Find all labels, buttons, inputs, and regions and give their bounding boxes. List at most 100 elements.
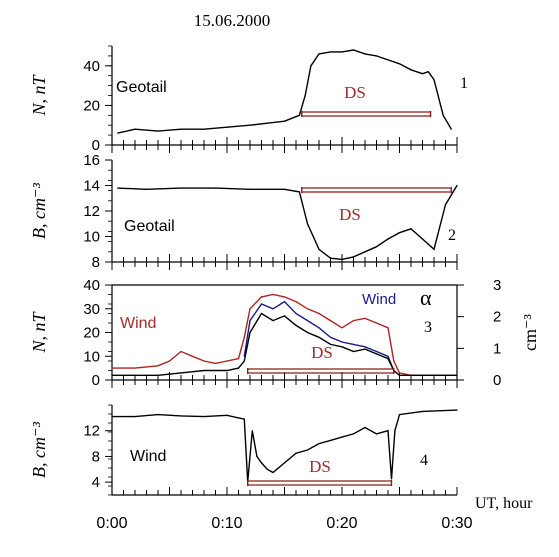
- data-point: [180, 187, 182, 189]
- data-point: [145, 188, 148, 190]
- data-point: [157, 414, 159, 416]
- data-point: [191, 355, 194, 357]
- data-point: [410, 69, 412, 71]
- data-point: [214, 362, 217, 364]
- source-label: Geotail: [124, 218, 175, 235]
- data-point: [352, 433, 355, 435]
- y-right-tick-label: 2: [493, 309, 501, 326]
- y-tick-label: 8: [92, 254, 100, 271]
- panel-4: 4 8 12 B, cm⁻³ DS Wind 4: [29, 404, 458, 496]
- panel-3: 0 10 20 30 40 N, nT 0 1 2 3 cm⁻³ α Wind DS Wind 3: [29, 277, 540, 389]
- panel-1: 0 20 40 N, nT DS Geotail 1: [29, 45, 468, 154]
- data-point: [306, 320, 309, 322]
- data-point: [390, 478, 393, 480]
- data-point: [295, 452, 297, 454]
- data-point: [410, 228, 412, 230]
- data-point: [283, 301, 286, 303]
- data-point: [456, 409, 458, 411]
- data-point: [272, 308, 274, 310]
- data-point: [375, 55, 378, 57]
- data-point: [352, 343, 355, 345]
- data-point: [260, 303, 263, 305]
- data-point: [180, 415, 182, 417]
- data-point: [283, 120, 286, 122]
- y-axis-label: N, nT: [29, 311, 49, 354]
- data-point: [341, 51, 343, 53]
- data-point: [272, 320, 274, 322]
- ds-label: DS: [339, 205, 361, 224]
- data-point: [249, 320, 251, 322]
- data-point: [318, 312, 320, 315]
- y-tick-label: 0: [92, 372, 100, 389]
- data-point: [237, 417, 240, 419]
- data-point: [375, 322, 378, 324]
- data-point: [117, 187, 119, 189]
- x-tick-label: 0:10: [211, 515, 242, 532]
- data-point: [226, 360, 228, 362]
- data-point: [306, 308, 309, 310]
- data-point: [341, 327, 343, 329]
- data-point: [249, 124, 251, 126]
- alpha-symbol: α: [420, 285, 432, 310]
- data-point: [398, 414, 401, 416]
- y-tick-label: 20: [83, 97, 100, 114]
- data-point: [456, 184, 458, 187]
- series-line-black: [117, 49, 452, 134]
- data-point: [421, 238, 424, 240]
- data-point: [394, 430, 396, 432]
- y-axis-label: B, cm⁻³: [29, 421, 49, 477]
- y-axis-label: B, cm⁻³: [29, 182, 49, 238]
- data-point: [226, 414, 228, 416]
- data-point: [329, 343, 332, 345]
- data-point: [398, 232, 401, 234]
- data-point: [237, 358, 240, 360]
- y-right-tick-label: 1: [493, 340, 501, 357]
- data-point: [427, 71, 429, 73]
- data-point: [180, 128, 182, 130]
- data-point: [375, 350, 378, 353]
- data-point: [387, 355, 389, 357]
- data-point: [410, 374, 412, 376]
- data-point: [306, 331, 309, 334]
- panel-number: 3: [424, 319, 432, 336]
- y-tick-label: 8: [92, 448, 100, 465]
- y-right-tick-label: 3: [493, 277, 501, 294]
- ds-label: DS: [311, 343, 333, 362]
- data-point: [393, 360, 395, 362]
- data-point: [364, 426, 366, 429]
- source-label: Wind: [130, 448, 166, 465]
- data-point: [352, 256, 355, 258]
- data-point: [433, 79, 435, 81]
- data-point: [111, 416, 113, 418]
- panel-number: 2: [448, 227, 456, 244]
- data-point: [329, 439, 332, 441]
- data-point: [306, 449, 309, 451]
- data-point: [203, 128, 205, 130]
- ds-label: DS: [344, 83, 366, 102]
- data-point: [168, 360, 171, 362]
- y-tick-label: 30: [83, 301, 100, 318]
- data-point: [387, 59, 389, 61]
- x-tick-label: 0:20: [326, 515, 357, 532]
- data-point: [111, 367, 113, 369]
- data-point: [214, 187, 217, 189]
- data-point: [329, 336, 332, 338]
- y-tick-label: 14: [83, 178, 100, 195]
- y-tick-label: 0: [92, 137, 100, 154]
- panel-number: 4: [420, 452, 428, 469]
- data-point: [352, 350, 355, 353]
- data-point: [243, 336, 245, 338]
- data-point: [226, 369, 228, 372]
- data-point: [364, 317, 366, 319]
- y-tick-label: 12: [83, 203, 100, 220]
- data-point: [203, 416, 205, 418]
- data-point: [375, 353, 378, 355]
- data-point: [398, 374, 401, 376]
- data-point: [352, 49, 355, 51]
- data-point: [249, 188, 251, 190]
- data-point: [433, 374, 435, 376]
- data-point: [157, 365, 159, 367]
- data-point: [260, 462, 263, 464]
- data-point: [134, 416, 136, 418]
